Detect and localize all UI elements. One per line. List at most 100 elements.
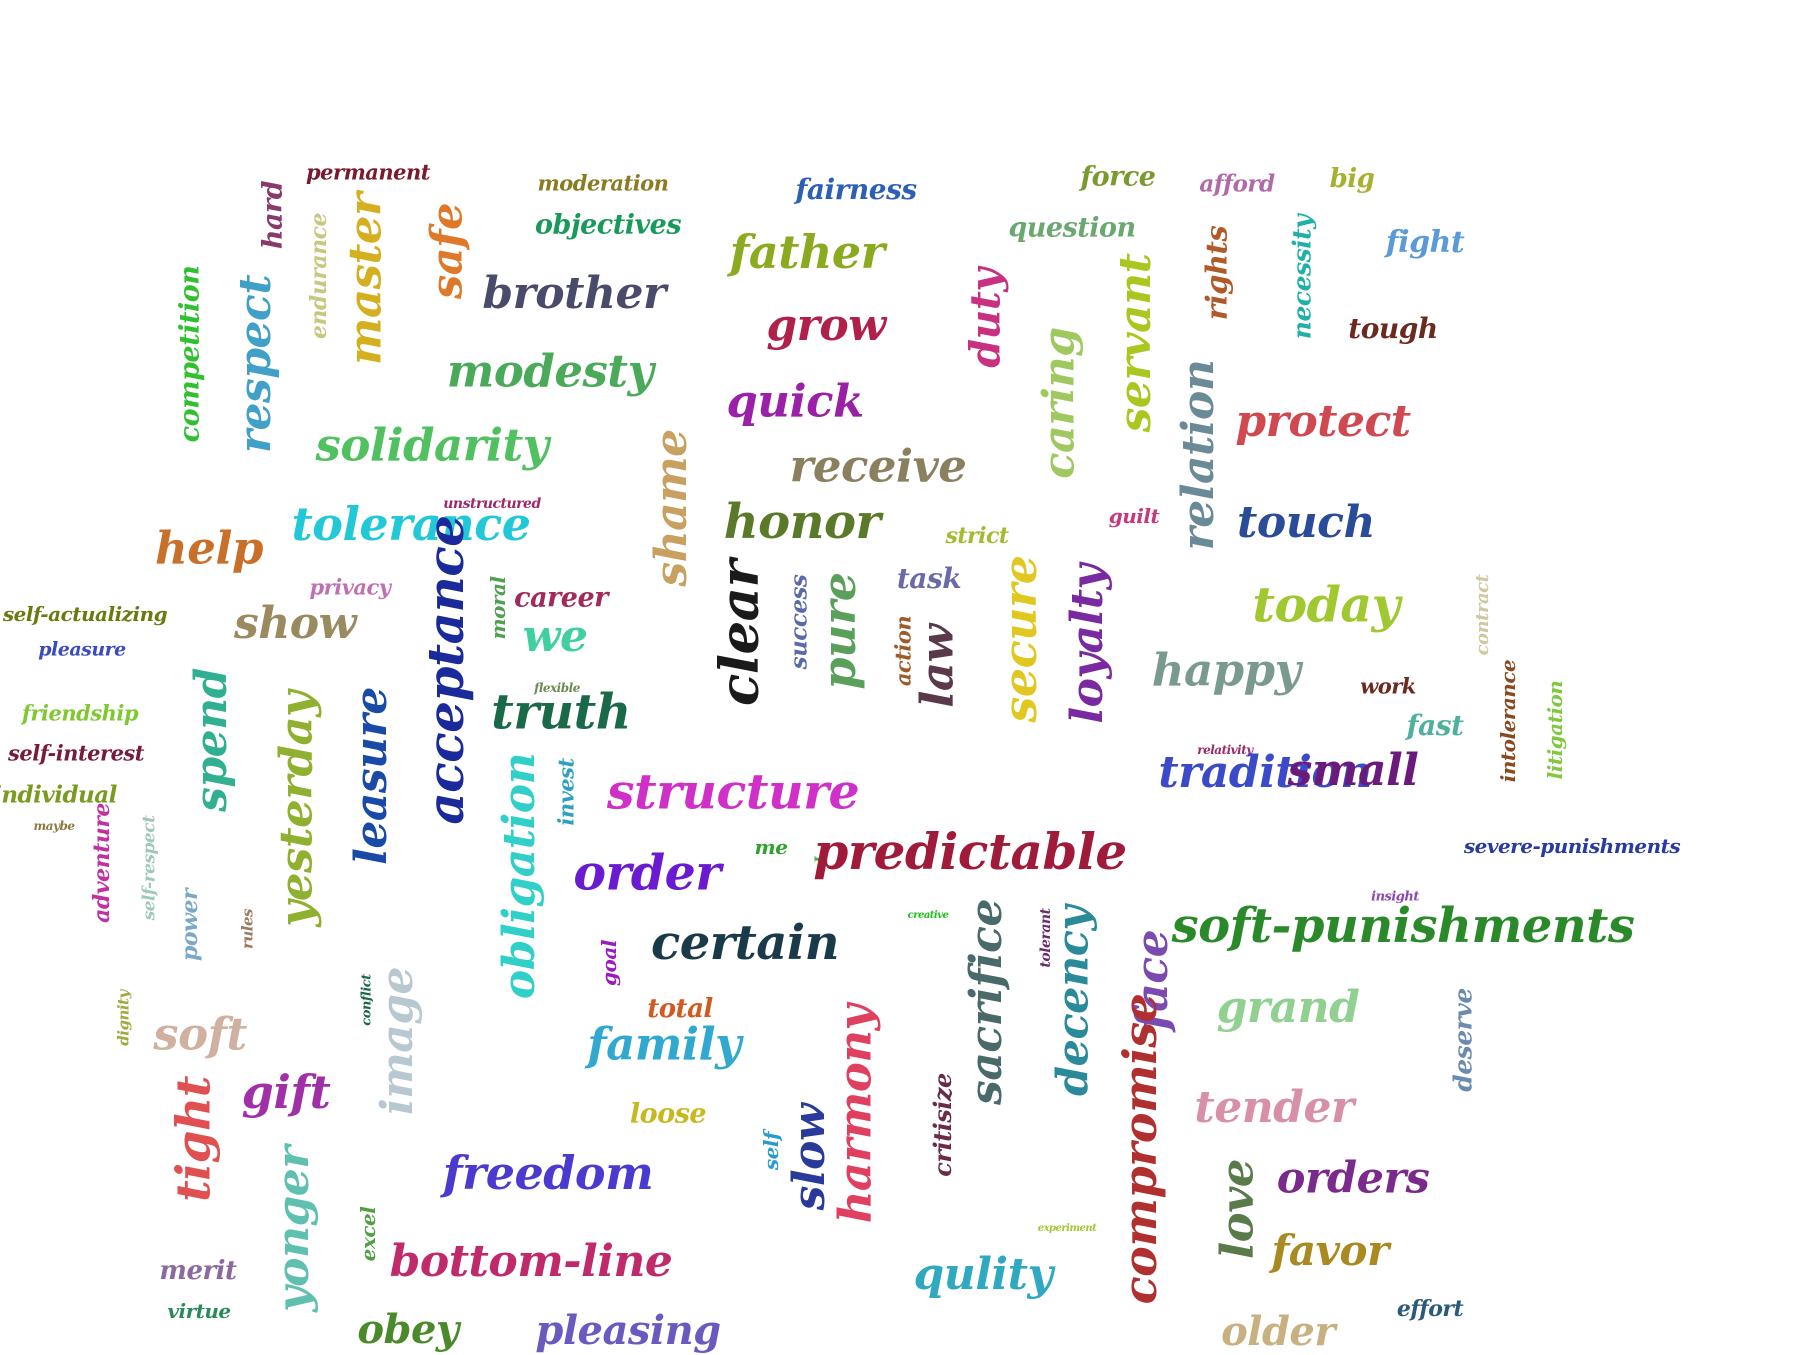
word-maybe-74: maybe (33, 819, 75, 833)
word-severe-punishments-81: severe-punishments (1463, 834, 1681, 858)
word-duty-20: duty (961, 268, 1010, 368)
word-leasure-65: leasure (346, 687, 397, 865)
word-caring-24: caring (1034, 327, 1085, 479)
word-grand-98: grand (1216, 982, 1360, 1033)
word-friendship-62: friendship (21, 700, 139, 726)
word-tender-105: tender (1194, 1082, 1354, 1133)
word-obligation-70: obligation (494, 752, 545, 1000)
word-shame-30: shame (646, 429, 697, 587)
word-predictable-79: predictable (813, 822, 1127, 881)
word-brother-18: brother (482, 268, 666, 319)
word-moderation-1: moderation (537, 170, 669, 196)
word-loose-107: loose (629, 1098, 707, 1130)
word-fast-59: fast (1406, 709, 1464, 742)
word-father-12: father (729, 225, 885, 279)
word-loyalty-54: loyalty (1062, 564, 1113, 724)
word-moral-45: moral (486, 576, 510, 640)
word-pleasing-124: pleasing (535, 1307, 721, 1354)
word-sacrifice-90: sacrifice (961, 899, 1012, 1105)
word-safe-9: safe (422, 203, 473, 299)
word-pure-50: pure (812, 572, 866, 690)
word-tough-22: tough (1348, 312, 1438, 345)
word-power-83: power (177, 888, 203, 962)
word-deserve-102: deserve (1448, 988, 1478, 1092)
word-intolerance-60: intolerance (1496, 659, 1520, 783)
word-secure-53: secure (993, 555, 1047, 723)
word-rights-13: rights (1199, 225, 1234, 321)
word-critisize-104: critisize (928, 1073, 957, 1177)
word-fairness-2: fairness (795, 173, 917, 206)
word-compromise-108: compromise (1113, 993, 1167, 1305)
word-force-3: force (1080, 161, 1156, 193)
word-honor-33: honor (723, 494, 881, 550)
word-goal-88: goal (597, 940, 621, 986)
word-law-52: law (910, 624, 964, 708)
word-favor-118: favor (1271, 1226, 1389, 1275)
word-total-97: total (647, 994, 713, 1024)
word-we-47: we (522, 611, 588, 662)
word-career-46: career (514, 582, 608, 614)
word-me-77: me (754, 835, 788, 859)
word-quick-27: quick (726, 374, 864, 428)
word-image-96: image (372, 966, 423, 1116)
word-privacy-38: privacy (309, 574, 391, 600)
word-individual-73: individual (0, 781, 117, 809)
word-tight-106: tight (166, 1076, 222, 1202)
word-adventure-75: adventure (89, 803, 115, 923)
word-respect-17: respect (230, 274, 281, 454)
word-servant-21: servant (1110, 253, 1161, 433)
word-self-interest-69: self-interest (8, 740, 144, 766)
word-cloud: permanent moderation fairness force afford bi… (0, 161, 1681, 1352)
word-competition-16: competition (174, 265, 206, 443)
word-qulity-120: qulity (913, 1249, 1053, 1300)
word-today-40: today (1252, 575, 1400, 634)
word-yesterday-64: yesterday (269, 691, 323, 927)
word-happy-55: happy (1151, 643, 1301, 697)
word-help-37: help (155, 521, 263, 575)
word-creative-86: creative (907, 910, 949, 921)
word-objectives-10: objectives (534, 209, 682, 241)
word-tolerance-31: tolerance (291, 497, 531, 551)
word-family-100: family (587, 1017, 741, 1071)
word-hard-6: hard (257, 180, 289, 250)
word-freedom-109: freedom (442, 1146, 654, 1200)
word-truth-66: truth (491, 682, 631, 741)
word-insight-85: insight (1371, 889, 1419, 905)
word-effort-122: effort (1396, 1296, 1464, 1322)
word-orders-113: orders (1276, 1153, 1430, 1204)
word-strict-34: strict (945, 523, 1009, 549)
word-pleasure-57: pleasure (38, 638, 126, 661)
word-modesty-23: modesty (446, 344, 654, 398)
word-bottom-line-117: bottom-line (389, 1236, 673, 1287)
word-work-56: work (1360, 673, 1416, 699)
word-necessity-14: necessity (1287, 214, 1317, 340)
word-spend-63: spend (186, 668, 237, 812)
word-excel-116: excel (356, 1206, 380, 1262)
word-merit-119: merit (159, 1256, 237, 1286)
word-slow-111: slow (784, 1103, 835, 1211)
word-master-8: master (338, 192, 392, 366)
word-self-respect-76: self-respect (139, 815, 160, 921)
word-flexible-58: flexible (534, 681, 580, 695)
word-order-82: order (573, 843, 721, 902)
word-dignity-95: dignity (114, 990, 133, 1046)
word-question-11: question (1008, 212, 1136, 244)
word-small-80: small (1287, 745, 1419, 796)
word-unstructured-32: unstructured (443, 496, 541, 512)
word-protect-26: protect (1235, 396, 1411, 447)
word-experiment-115: experiment (1037, 1223, 1097, 1234)
word-litigation-61: litigation (1543, 680, 1567, 780)
word-big-5: big (1329, 164, 1375, 194)
word-afford-4: afford (1199, 170, 1275, 198)
word-receive-29: receive (789, 439, 967, 493)
word-structure-72: structure (606, 762, 860, 821)
word-relativity-67: relativity (1197, 743, 1253, 757)
word-relation-25: relation (1173, 359, 1224, 551)
word-rules-84: rules (238, 909, 257, 949)
word-harmony-101: harmony (828, 1004, 882, 1224)
word-fight-15: fight (1385, 225, 1465, 260)
word-touch-36: touch (1237, 497, 1375, 548)
word-contract-41: contract (1472, 574, 1493, 656)
word-yonger-114: yonger (268, 1146, 319, 1312)
word-self-110: self (759, 1131, 783, 1171)
